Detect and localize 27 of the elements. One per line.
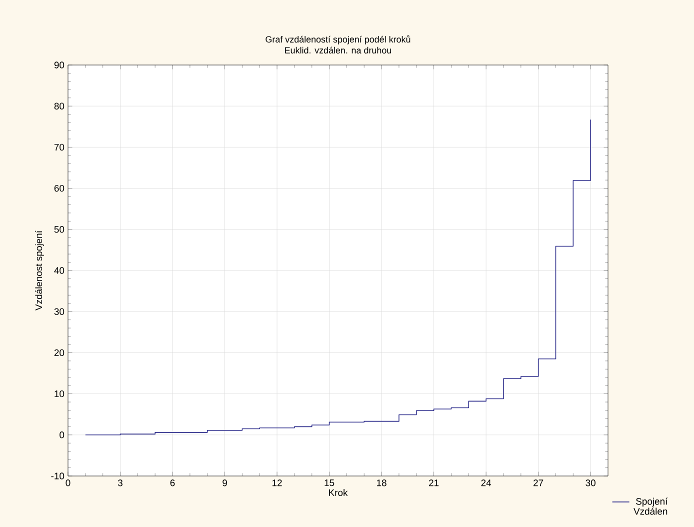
y-tick-label: 40: [54, 267, 64, 274]
x-axis-title: Krok: [329, 489, 348, 496]
y-tick-label: 20: [54, 349, 64, 356]
y-tick-label: 80: [54, 102, 64, 110]
y-tick-label: 10: [54, 390, 64, 398]
y-tick-label: 70: [54, 144, 64, 151]
chart-title: Graf vzdáleností spojení podél kroků: [266, 35, 410, 44]
y-tick-label: 90: [54, 62, 64, 68]
x-tick-label: 24: [481, 480, 492, 486]
y-tick-label: -10: [51, 472, 64, 480]
x-tick-label: 21: [429, 480, 439, 486]
x-tick-label: 3: [118, 480, 122, 486]
y-tick-label: 30: [54, 308, 64, 315]
y-axis-title: Vzdálenost spojení: [35, 230, 44, 310]
x-tick-label: 30: [586, 480, 596, 486]
x-tick-label: 15: [324, 480, 334, 486]
x-tick-label: 0: [66, 480, 70, 486]
y-tick-label: 50: [54, 226, 64, 233]
y-tick-label: 0: [60, 432, 64, 438]
x-tick-label: 12: [272, 480, 282, 486]
legend-label: Spojení Vzdálen: [634, 498, 668, 515]
x-tick-label: 18: [377, 480, 386, 486]
chart-subtitle: Euklid. vzdálen. na druhou: [285, 46, 392, 54]
x-tick-label: 9: [222, 480, 227, 486]
x-tick-label: 6: [170, 480, 175, 486]
x-tick-label: 27: [534, 480, 544, 486]
y-tick-label: 60: [54, 184, 64, 192]
